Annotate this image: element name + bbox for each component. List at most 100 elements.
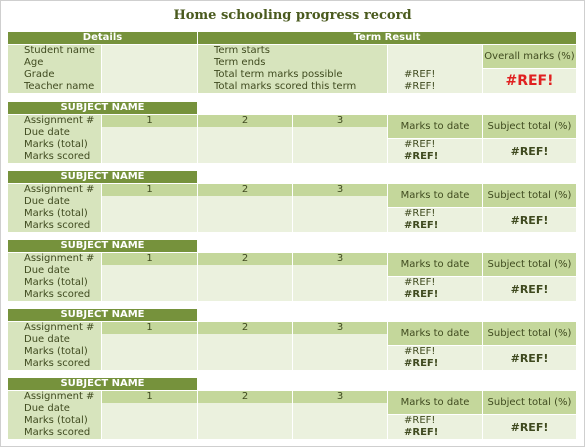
total-possible-value[interactable]: #REF! bbox=[388, 69, 482, 81]
overall-marks-value[interactable]: #REF! bbox=[483, 69, 576, 93]
subject-total-value[interactable]: #REF! bbox=[483, 415, 576, 439]
subject-total-value[interactable]: #REF! bbox=[483, 346, 576, 370]
assignment-cell[interactable] bbox=[293, 220, 387, 232]
assignment-cell[interactable] bbox=[198, 220, 292, 232]
overall-marks-value-text: #REF! bbox=[505, 73, 554, 89]
assignment-cell[interactable] bbox=[198, 358, 292, 370]
assignment-cell[interactable] bbox=[102, 403, 197, 415]
term-starts-value[interactable] bbox=[388, 45, 482, 57]
assignment-cell[interactable] bbox=[293, 196, 387, 208]
assignment-cell[interactable] bbox=[102, 208, 197, 220]
assignment-cell[interactable] bbox=[293, 403, 387, 415]
assignment-number-label: Assignment # bbox=[8, 322, 101, 334]
marks-to-date-total[interactable]: #REF! bbox=[388, 346, 482, 358]
assignment-cell[interactable] bbox=[293, 289, 387, 301]
subject-total-label: Subject total (%) bbox=[483, 391, 576, 414]
teacher-name-input[interactable] bbox=[102, 81, 197, 93]
subject-name-header[interactable]: SUBJECT NAME bbox=[8, 102, 197, 114]
marks-to-date-total[interactable]: #REF! bbox=[388, 277, 482, 289]
assignment-number: 3 bbox=[293, 322, 387, 334]
page-title: Home schooling progress record bbox=[173, 8, 412, 23]
assignment-number: 2 bbox=[198, 184, 292, 196]
marks-to-date-scored[interactable]: #REF! bbox=[388, 358, 482, 370]
assignment-cell[interactable] bbox=[102, 415, 197, 427]
subject-total-label: Subject total (%) bbox=[483, 322, 576, 345]
assignment-cell[interactable] bbox=[293, 151, 387, 163]
assignment-cell[interactable] bbox=[293, 127, 387, 139]
details-header: Details bbox=[8, 32, 197, 44]
assignment-cell[interactable] bbox=[102, 427, 197, 439]
marks-total-label: Marks (total) bbox=[8, 346, 101, 358]
assignment-cell[interactable] bbox=[102, 151, 197, 163]
assignment-cell[interactable] bbox=[198, 127, 292, 139]
age-input[interactable] bbox=[102, 57, 197, 69]
subject-total-value[interactable]: #REF! bbox=[483, 277, 576, 301]
assignment-cell[interactable] bbox=[293, 277, 387, 289]
assignment-number: 1 bbox=[102, 184, 197, 196]
subject-total-label-text: Subject total (%) bbox=[487, 121, 572, 132]
assignment-cell[interactable] bbox=[102, 265, 197, 277]
marks-to-date-scored[interactable]: #REF! bbox=[388, 220, 482, 232]
assignment-cell[interactable] bbox=[293, 415, 387, 427]
assignment-cell[interactable] bbox=[102, 334, 197, 346]
subject-total-value[interactable]: #REF! bbox=[483, 139, 576, 163]
marks-to-date-total[interactable]: #REF! bbox=[388, 139, 482, 151]
assignment-cell[interactable] bbox=[102, 220, 197, 232]
assignment-number-label: Assignment # bbox=[8, 184, 101, 196]
term-ends-value[interactable] bbox=[388, 57, 482, 69]
assignment-cell[interactable] bbox=[198, 403, 292, 415]
marks-to-date-total[interactable]: #REF! bbox=[388, 415, 482, 427]
due-date-label: Due date bbox=[8, 334, 101, 346]
assignment-cell[interactable] bbox=[102, 289, 197, 301]
assignment-cell[interactable] bbox=[293, 265, 387, 277]
assignment-cell[interactable] bbox=[198, 427, 292, 439]
assignment-cell[interactable] bbox=[102, 196, 197, 208]
total-scored-value[interactable]: #REF! bbox=[388, 81, 482, 93]
assignment-cell[interactable] bbox=[102, 358, 197, 370]
student-name-input[interactable] bbox=[102, 45, 197, 57]
assignment-cell[interactable] bbox=[293, 346, 387, 358]
term-result-header: Term Result bbox=[198, 32, 576, 44]
assignment-cell[interactable] bbox=[198, 139, 292, 151]
term-starts-label: Term starts bbox=[198, 45, 387, 57]
subject-total-label: Subject total (%) bbox=[483, 115, 576, 138]
marks-to-date-scored[interactable]: #REF! bbox=[388, 289, 482, 301]
subject-name-header[interactable]: SUBJECT NAME bbox=[8, 171, 197, 183]
assignment-cell[interactable] bbox=[198, 151, 292, 163]
marks-to-date-total[interactable]: #REF! bbox=[388, 208, 482, 220]
assignment-cell[interactable] bbox=[198, 265, 292, 277]
assignment-cell[interactable] bbox=[198, 415, 292, 427]
assignment-cell[interactable] bbox=[102, 127, 197, 139]
marks-to-date-scored[interactable]: #REF! bbox=[388, 151, 482, 163]
assignment-number: 2 bbox=[198, 322, 292, 334]
assignment-cell[interactable] bbox=[198, 334, 292, 346]
assignment-cell[interactable] bbox=[198, 208, 292, 220]
assignment-cell[interactable] bbox=[293, 139, 387, 151]
assignment-cell[interactable] bbox=[293, 358, 387, 370]
subject-total-value[interactable]: #REF! bbox=[483, 208, 576, 232]
assignment-cell[interactable] bbox=[198, 196, 292, 208]
subject-name-header[interactable]: SUBJECT NAME bbox=[8, 309, 197, 321]
marks-to-date-label-text: Marks to date bbox=[400, 190, 470, 201]
assignment-cell[interactable] bbox=[293, 427, 387, 439]
marks-to-date-scored[interactable]: #REF! bbox=[388, 427, 482, 439]
subject-total-label-text: Subject total (%) bbox=[487, 328, 572, 339]
marks-to-date-label-text: Marks to date bbox=[400, 397, 470, 408]
grade-input[interactable] bbox=[102, 69, 197, 81]
assignment-number: 3 bbox=[293, 184, 387, 196]
assignment-cell[interactable] bbox=[102, 277, 197, 289]
assignment-cell[interactable] bbox=[198, 289, 292, 301]
subject-total-value-text: #REF! bbox=[510, 351, 549, 365]
assignment-number: 3 bbox=[293, 253, 387, 265]
assignment-number: 1 bbox=[102, 253, 197, 265]
total-scored-label: Total marks scored this term bbox=[198, 81, 387, 93]
assignment-cell[interactable] bbox=[198, 277, 292, 289]
assignment-cell[interactable] bbox=[198, 346, 292, 358]
subject-name-header[interactable]: SUBJECT NAME bbox=[8, 378, 197, 390]
assignment-cell[interactable] bbox=[102, 346, 197, 358]
subject-name-header[interactable]: SUBJECT NAME bbox=[8, 240, 197, 252]
student-name-label: Student name bbox=[8, 45, 101, 57]
assignment-cell[interactable] bbox=[293, 208, 387, 220]
assignment-cell[interactable] bbox=[293, 334, 387, 346]
assignment-cell[interactable] bbox=[102, 139, 197, 151]
